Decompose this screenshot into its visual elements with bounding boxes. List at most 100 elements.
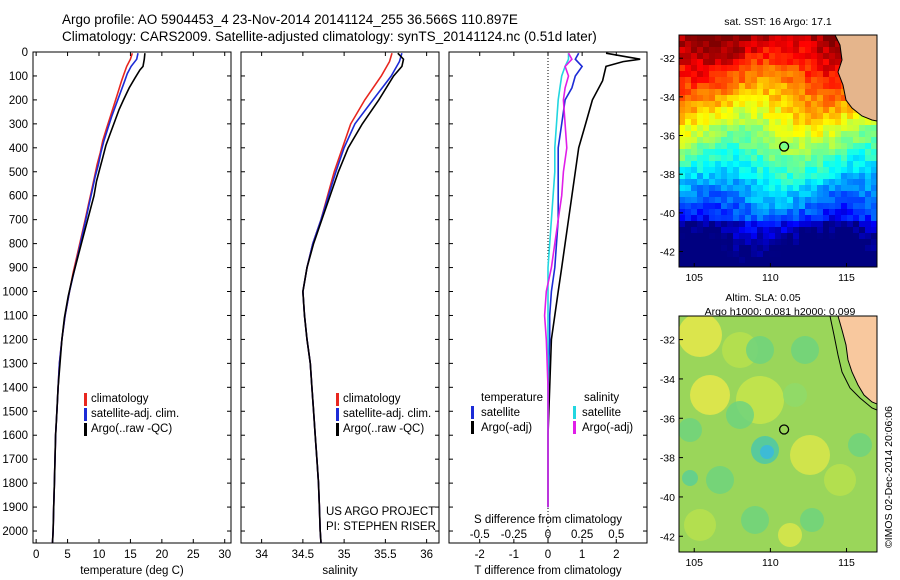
x-tick-label: 25	[187, 549, 200, 561]
heatmap-cell	[799, 179, 805, 185]
heatmap-cell	[841, 113, 847, 119]
heatmap-cell	[775, 53, 781, 59]
heatmap-cell	[727, 77, 733, 83]
heatmap-cell	[757, 35, 763, 41]
heatmap-cell	[715, 65, 721, 71]
heatmap-cell	[709, 215, 715, 221]
heatmap-cell	[823, 257, 829, 263]
heatmap-cell	[727, 227, 733, 233]
sla-anomaly-blob	[760, 445, 774, 459]
heatmap-cell	[811, 203, 817, 209]
heatmap-cell	[865, 257, 871, 263]
heatmap-cell	[805, 209, 811, 215]
heatmap-cell	[739, 155, 745, 161]
heatmap-cell	[697, 191, 703, 197]
heatmap-cell	[721, 251, 727, 257]
heatmap-cell	[859, 125, 865, 131]
heatmap-cell	[733, 65, 739, 71]
heatmap-cell	[811, 143, 817, 149]
heatmap-cell	[691, 41, 697, 47]
heatmap-cell	[859, 185, 865, 191]
heatmap-cell	[715, 215, 721, 221]
heatmap-cell	[805, 83, 811, 89]
heatmap-cell	[715, 167, 721, 173]
heatmap-cell	[745, 119, 751, 125]
heatmap-cell	[733, 131, 739, 137]
heatmap-cell	[817, 233, 823, 239]
heatmap-cell	[799, 71, 805, 77]
heatmap-cell	[733, 251, 739, 257]
heatmap-cell	[739, 119, 745, 125]
heatmap-cell	[811, 107, 817, 113]
heatmap-cell	[805, 137, 811, 143]
heatmap-cell	[871, 209, 877, 215]
heatmap-cell	[763, 95, 769, 101]
heatmap-cell	[841, 95, 847, 101]
heatmap-cell	[829, 41, 835, 47]
heatmap-cell	[751, 107, 757, 113]
heatmap-cell	[811, 263, 817, 267]
heatmap-cell	[775, 89, 781, 95]
heatmap-cell	[775, 125, 781, 131]
heatmap-cell	[811, 95, 817, 101]
heatmap-cell	[793, 41, 799, 47]
heatmap-cell	[865, 197, 871, 203]
heatmap-cell	[763, 125, 769, 131]
depth-axis: 0 100 200 300 400 500 600 700 800 900 1000 1100 1200…	[2, 47, 647, 538]
series-line	[51, 52, 134, 544]
heatmap-cell	[805, 191, 811, 197]
heatmap-cell	[829, 155, 835, 161]
heatmap-cell	[709, 263, 715, 267]
heatmap-cell	[757, 173, 763, 179]
pi-label: PI: STEPHEN RISER	[326, 521, 436, 533]
heatmap-cell	[727, 215, 733, 221]
heatmap-cell	[721, 107, 727, 113]
heatmap-cell	[733, 173, 739, 179]
heatmap-cell	[799, 59, 805, 65]
heatmap-cell	[775, 245, 781, 251]
map-y-tick-label: -34	[660, 374, 675, 386]
heatmap-cell	[757, 185, 763, 191]
argo-location-marker	[778, 424, 790, 435]
heatmap-cell	[763, 221, 769, 227]
heatmap-cell	[871, 125, 877, 131]
map-x-tick-label: 115	[838, 557, 855, 569]
heatmap-cell	[835, 191, 841, 197]
heatmap-cell	[787, 89, 793, 95]
heatmap-cell	[691, 143, 697, 149]
legend-swatch-t-argo	[471, 421, 474, 434]
heatmap-cell	[745, 215, 751, 221]
heatmap-cell	[841, 197, 847, 203]
heatmap-cell	[811, 215, 817, 221]
heatmap-cell	[865, 233, 871, 239]
heatmap-cell	[841, 173, 847, 179]
heatmap-cell	[751, 203, 757, 209]
heatmap-cell	[817, 149, 823, 155]
heatmap-cell	[697, 89, 703, 95]
heatmap-cell	[781, 131, 787, 137]
heatmap-cell	[679, 197, 685, 203]
heatmap-cell	[823, 233, 829, 239]
heatmap-cell	[787, 107, 793, 113]
heatmap-cell	[799, 215, 805, 221]
heatmap-cell	[751, 113, 757, 119]
heatmap-cell	[703, 137, 709, 143]
heatmap-cell	[829, 113, 835, 119]
heatmap-cell	[685, 89, 691, 95]
heatmap-cell	[841, 245, 847, 251]
heatmap-cell	[727, 35, 733, 41]
heatmap-cell	[805, 161, 811, 167]
map-y-tick-label: -36	[660, 131, 675, 143]
heatmap-cell	[787, 251, 793, 257]
heatmap-cell	[811, 101, 817, 107]
sla-heatmap	[679, 316, 877, 552]
heatmap-cell	[847, 173, 853, 179]
heatmap-cell	[751, 59, 757, 65]
heatmap-cell	[871, 167, 877, 173]
heatmap-cell	[709, 95, 715, 101]
heatmap-cell	[799, 209, 805, 215]
heatmap-cell	[679, 149, 685, 155]
heatmap-cell	[823, 203, 829, 209]
heatmap-cell	[853, 227, 859, 233]
legend-label: climatology	[91, 393, 149, 405]
